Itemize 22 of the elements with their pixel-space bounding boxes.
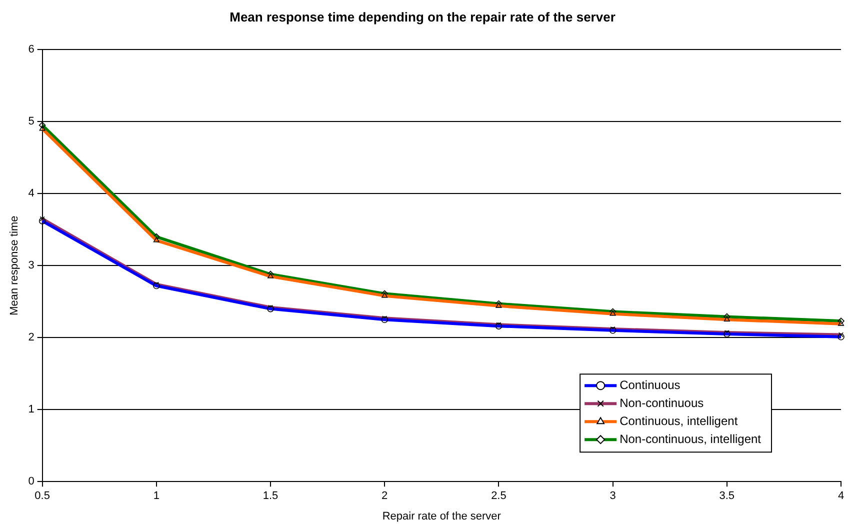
x-tick-label: 3.5 [719, 490, 735, 502]
y-tick-label: 0 [28, 476, 34, 488]
x-tick-label: 1 [153, 490, 160, 502]
y-axis-title: Mean response time [8, 216, 21, 316]
x-tick-label: 2 [382, 490, 388, 502]
legend-label: Continuous, intelligent [620, 414, 738, 428]
y-tick-label: 5 [28, 116, 34, 128]
chart-title: Mean response time depending on the repair rate of the server [230, 9, 616, 24]
x-tick-label: 3 [610, 490, 616, 502]
y-tick-label: 1 [28, 404, 34, 416]
x-axis-title: Repair rate of the server [382, 510, 502, 522]
x-tick-label: 2.5 [491, 490, 506, 502]
y-tick-label: 2 [28, 332, 34, 344]
legend-label: Non-continuous [620, 396, 704, 410]
legend-label: Continuous [620, 378, 680, 392]
x-tick-label: 1.5 [262, 490, 278, 502]
y-tick-label: 4 [28, 188, 34, 200]
legend-label: Non-continuous, intelligent [620, 432, 762, 446]
y-tick-label: 6 [28, 44, 34, 56]
y-tick-label: 3 [28, 260, 34, 272]
x-tick-label: 4 [838, 490, 844, 502]
x-tick-label: 0.5 [34, 490, 50, 502]
